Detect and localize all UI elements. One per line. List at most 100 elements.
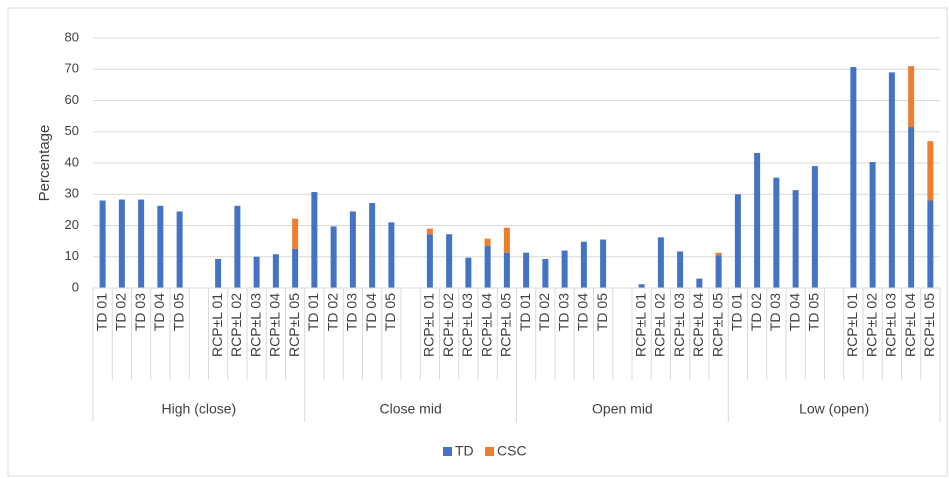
- x-tick-label: TD 05: [170, 293, 186, 331]
- bar-segment: [638, 284, 645, 288]
- x-tick-label: RCP±L 01: [209, 293, 225, 357]
- bar-segment: [446, 234, 453, 288]
- x-tick-label: RCP±L 01: [421, 293, 437, 357]
- x-tick-label: RCP±L 02: [228, 293, 244, 357]
- x-tick-label: TD 04: [786, 293, 802, 331]
- x-tick-label: RCP±L 04: [902, 293, 918, 357]
- bar-segment: [908, 127, 915, 288]
- y-tick-label: 60: [65, 92, 79, 107]
- x-tick-label: TD 04: [151, 293, 167, 331]
- y-tick-label: 10: [65, 248, 79, 263]
- bar-segment: [253, 256, 260, 288]
- x-tick-label: RCP±L 03: [247, 293, 263, 357]
- bar-segment: [292, 218, 299, 249]
- bar-segment: [330, 226, 337, 288]
- x-tick-label: TD 03: [555, 293, 571, 331]
- y-tick-label: 30: [65, 186, 79, 201]
- group-label: Close mid: [380, 401, 442, 417]
- x-tick-label: TD 03: [132, 293, 148, 331]
- bar-segment: [369, 203, 376, 288]
- bar-segment: [734, 194, 741, 288]
- bar-segment: [311, 192, 318, 288]
- group-label: Low (open): [799, 401, 869, 417]
- bar-segment: [908, 66, 915, 128]
- bar-segment: [426, 228, 433, 235]
- x-tick-label: TD 02: [536, 293, 552, 331]
- bar-segment: [176, 211, 183, 288]
- bar-segment: [234, 205, 241, 288]
- legend-label: CSC: [497, 443, 527, 459]
- bar-segment: [349, 211, 356, 288]
- y-tick-label: 70: [65, 61, 79, 76]
- x-tick-label: TD 04: [575, 293, 591, 331]
- bar-segment: [561, 250, 568, 288]
- x-tick-label: RCP±L 01: [632, 293, 648, 357]
- x-tick-label: RCP±L 05: [921, 293, 937, 357]
- bar-segment: [215, 258, 222, 288]
- x-tick-label: TD 01: [93, 293, 109, 331]
- bar-segment: [657, 237, 664, 288]
- bar-segment: [927, 141, 934, 201]
- x-tick-label: RCP±L 02: [440, 293, 456, 357]
- bar-segment: [118, 199, 125, 288]
- x-tick-label: TD 01: [517, 293, 533, 331]
- bar-segment: [811, 166, 818, 288]
- x-tick-label: RCP±L 05: [709, 293, 725, 357]
- bar-segment: [503, 252, 510, 288]
- group-label: Open mid: [592, 401, 653, 417]
- y-tick-label: 80: [65, 29, 79, 44]
- bar-segment: [503, 227, 510, 253]
- x-tick-label: TD 01: [729, 293, 745, 331]
- bar-segment: [773, 177, 780, 288]
- bar-segment: [99, 200, 106, 288]
- x-tick-label: RCP±L 02: [863, 293, 879, 357]
- bar-segment: [484, 245, 491, 288]
- x-tick-label: TD 02: [324, 293, 340, 331]
- bar-segment: [792, 190, 799, 288]
- x-tick-label: TD 03: [767, 293, 783, 331]
- bar-segment: [426, 234, 433, 288]
- y-tick-label: 0: [72, 279, 79, 294]
- chart-border: [7, 7, 948, 477]
- bar-segment: [292, 248, 299, 288]
- x-tick-label: TD 05: [806, 293, 822, 331]
- bar-segment: [850, 67, 857, 288]
- legend-swatch: [485, 447, 494, 456]
- x-tick-label: TD 02: [113, 293, 129, 331]
- x-tick-label: TD 02: [748, 293, 764, 331]
- bar-segment: [465, 257, 472, 288]
- legend-swatch: [443, 447, 452, 456]
- x-tick-label: TD 04: [363, 293, 379, 331]
- bar-segment: [542, 258, 549, 288]
- bar-segment: [272, 254, 279, 288]
- bar-segment: [580, 241, 587, 288]
- x-tick-label: RCP±L 03: [459, 293, 475, 357]
- x-tick-label: RCP±L 03: [671, 293, 687, 357]
- bar-segment: [523, 252, 530, 288]
- bar-segment: [754, 153, 761, 288]
- bar-segment: [715, 252, 722, 256]
- bar-segment: [696, 278, 703, 288]
- x-tick-label: RCP±L 04: [690, 293, 706, 357]
- x-tick-label: RCP±L 05: [498, 293, 514, 357]
- y-tick-label: 20: [65, 217, 79, 232]
- y-tick-label: 40: [65, 154, 79, 169]
- group-label: High (close): [162, 401, 237, 417]
- x-tick-label: RCP±L 01: [844, 293, 860, 357]
- x-tick-label: TD 05: [594, 293, 610, 331]
- x-tick-label: RCP±L 04: [478, 293, 494, 357]
- bar-segment: [715, 255, 722, 288]
- x-tick-label: RCP±L 03: [883, 293, 899, 357]
- bar-segment: [138, 199, 145, 288]
- legend-label: TD: [455, 443, 474, 459]
- bar-segment: [157, 205, 164, 288]
- y-axis-label: Percentage: [36, 125, 53, 202]
- bar-segment: [869, 162, 876, 288]
- bar-segment: [600, 239, 607, 288]
- x-tick-label: TD 01: [305, 293, 321, 331]
- x-tick-label: RCP±L 02: [652, 293, 668, 357]
- bar-segment: [927, 200, 934, 288]
- x-tick-label: RCP±L 04: [267, 293, 283, 357]
- x-tick-label: TD 03: [344, 293, 360, 331]
